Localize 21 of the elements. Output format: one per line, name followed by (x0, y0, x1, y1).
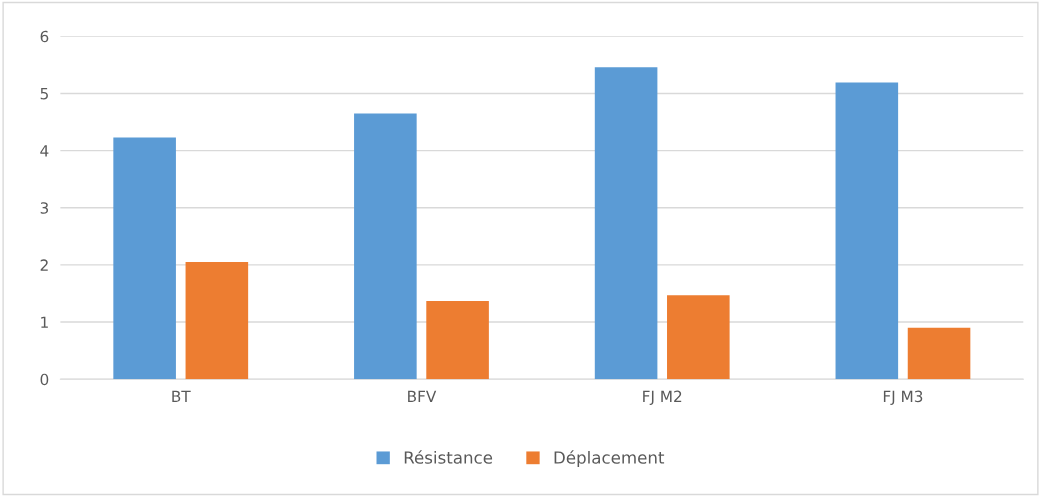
legend-label: Déplacement (554, 450, 665, 468)
x-tick-label: FJ M3 (883, 390, 923, 405)
bar (907, 327, 971, 380)
bar (185, 262, 249, 380)
bar (835, 82, 899, 380)
bar (113, 137, 176, 380)
x-tick-label: BT (172, 390, 191, 402)
bar (354, 113, 417, 380)
bar (426, 300, 489, 380)
y-tick-label: 0 (40, 373, 49, 386)
y-tick-label: 3 (40, 202, 49, 214)
x-tick-label: BFV (408, 390, 437, 402)
y-tick-label: 6 (40, 30, 49, 43)
y-tick-label: 4 (40, 145, 49, 157)
bar (667, 295, 730, 380)
x-tick-label: FJ M2 (643, 390, 682, 405)
legend-label: Résistance (404, 450, 493, 464)
y-tick-label: 5 (40, 88, 48, 100)
y-tick-label: 2 (40, 259, 48, 271)
y-tick-label: 1 (41, 316, 48, 328)
bar (594, 67, 658, 380)
